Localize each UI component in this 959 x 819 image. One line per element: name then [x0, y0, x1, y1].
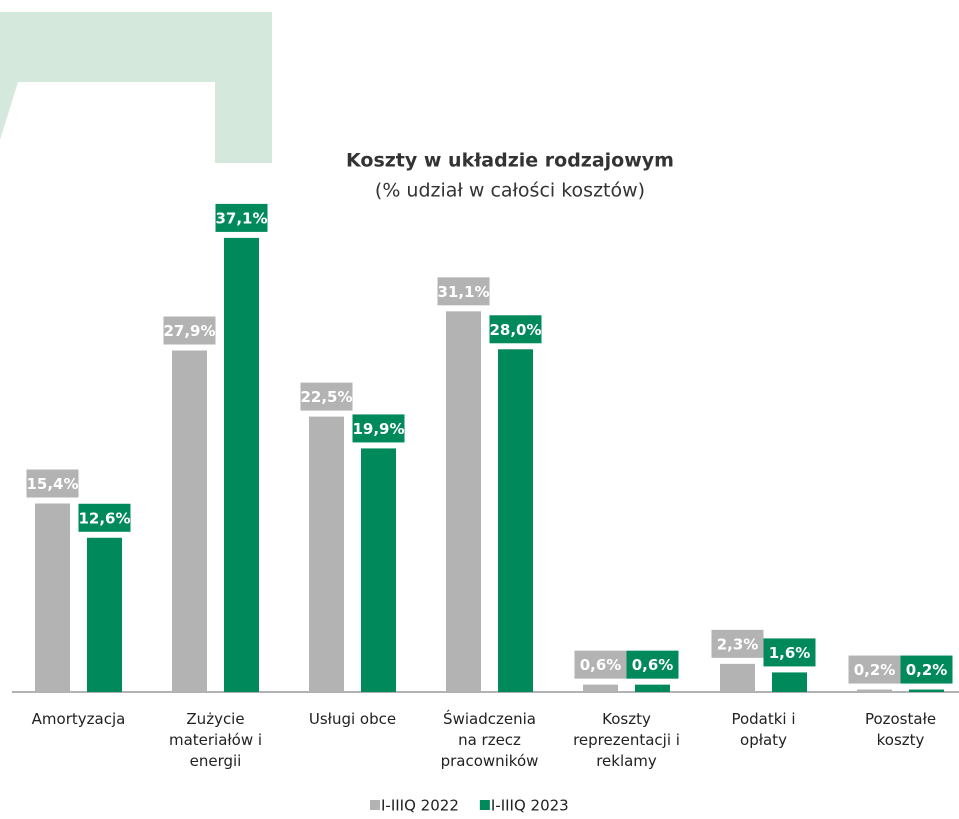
legend-label: I-IIIQ 2023 — [491, 797, 569, 815]
x-tick-label: Zużycie materiałów i energii — [169, 710, 262, 770]
value-label: 12,6% — [78, 509, 130, 527]
value-label: 37,1% — [215, 209, 267, 227]
x-tick-label-line: na rzecz — [458, 731, 521, 749]
value-label-box — [78, 503, 131, 532]
chart-subtitle: (% udział w całości kosztów) — [375, 180, 645, 202]
legend-swatch — [479, 800, 490, 810]
value-label: 31,1% — [437, 283, 489, 301]
value-label-box — [763, 638, 816, 667]
value-label: 15,4% — [26, 475, 78, 493]
bar — [224, 237, 259, 692]
x-tick-label: Usługi obce — [309, 710, 396, 728]
bar — [635, 684, 670, 692]
x-tick-label-line: energii — [190, 752, 242, 770]
x-tick-label-line: opłaty — [740, 731, 787, 749]
bar — [361, 448, 396, 692]
value-label: 0,6% — [632, 656, 674, 674]
decoration — [0, 12, 272, 163]
value-label-box — [352, 414, 405, 443]
x-tick-label: Amortyzacja — [32, 710, 126, 728]
bar — [720, 663, 755, 692]
value-label: 28,0% — [489, 321, 541, 339]
x-tick-label: Pozostałe koszty — [865, 710, 936, 749]
x-tick-label-line: materiałów i — [169, 731, 262, 749]
x-tick-label: Świadczenia na rzecz pracowników — [441, 709, 539, 770]
value-label-box — [711, 629, 764, 658]
value-label: 2,3% — [717, 635, 759, 653]
x-tick-label-line: Podatki i — [731, 710, 795, 728]
x-tick-label-line: Pozostałe — [865, 710, 936, 728]
x-tick-label-line: Amortyzacja — [32, 710, 126, 728]
x-tick-label: Koszty reprezentacji i reklamy — [573, 710, 680, 770]
value-label: 19,9% — [352, 420, 404, 438]
legend-swatch — [370, 800, 380, 810]
bar — [772, 672, 807, 692]
legend-label: I-IIIQ 2022 — [381, 797, 459, 815]
x-tick-label: Podatki i opłaty — [731, 710, 795, 749]
x-tick-label-line: Koszty — [602, 710, 651, 728]
bar — [87, 537, 122, 692]
x-tick-label-line: pracowników — [441, 752, 539, 770]
bar — [172, 350, 207, 692]
value-label-box — [163, 316, 216, 345]
value-label: 22,5% — [300, 388, 352, 406]
value-label-box — [900, 655, 953, 684]
chart-title: Koszty w układzie rodzajowym — [346, 150, 674, 172]
x-tick-label-line: Usługi obce — [309, 710, 396, 728]
value-label-box — [300, 382, 353, 411]
bar — [909, 689, 944, 692]
value-label-box — [574, 650, 627, 679]
value-label: 27,9% — [163, 322, 215, 340]
value-label: 0,2% — [854, 661, 896, 679]
x-tick-label-line: Świadczenia — [443, 709, 536, 728]
x-tick-label-line: reprezentacji i — [573, 731, 680, 749]
value-label: 0,6% — [580, 656, 622, 674]
x-tick-label-line: reklamy — [596, 752, 657, 770]
bar — [309, 416, 344, 692]
bar — [857, 689, 892, 692]
value-label-box — [215, 203, 268, 232]
value-label: 0,2% — [906, 661, 948, 679]
value-label-box — [26, 469, 79, 498]
bar — [498, 349, 533, 692]
value-label-box — [626, 650, 679, 679]
value-label-box — [489, 315, 542, 344]
bar — [446, 311, 481, 692]
value-label-box — [848, 655, 901, 684]
x-tick-label-line: koszty — [877, 731, 925, 749]
bar — [583, 684, 618, 692]
value-label: 1,6% — [769, 644, 811, 662]
x-tick-label-line: Zużycie — [186, 710, 244, 728]
bar — [35, 503, 70, 692]
value-label-box — [437, 277, 490, 306]
